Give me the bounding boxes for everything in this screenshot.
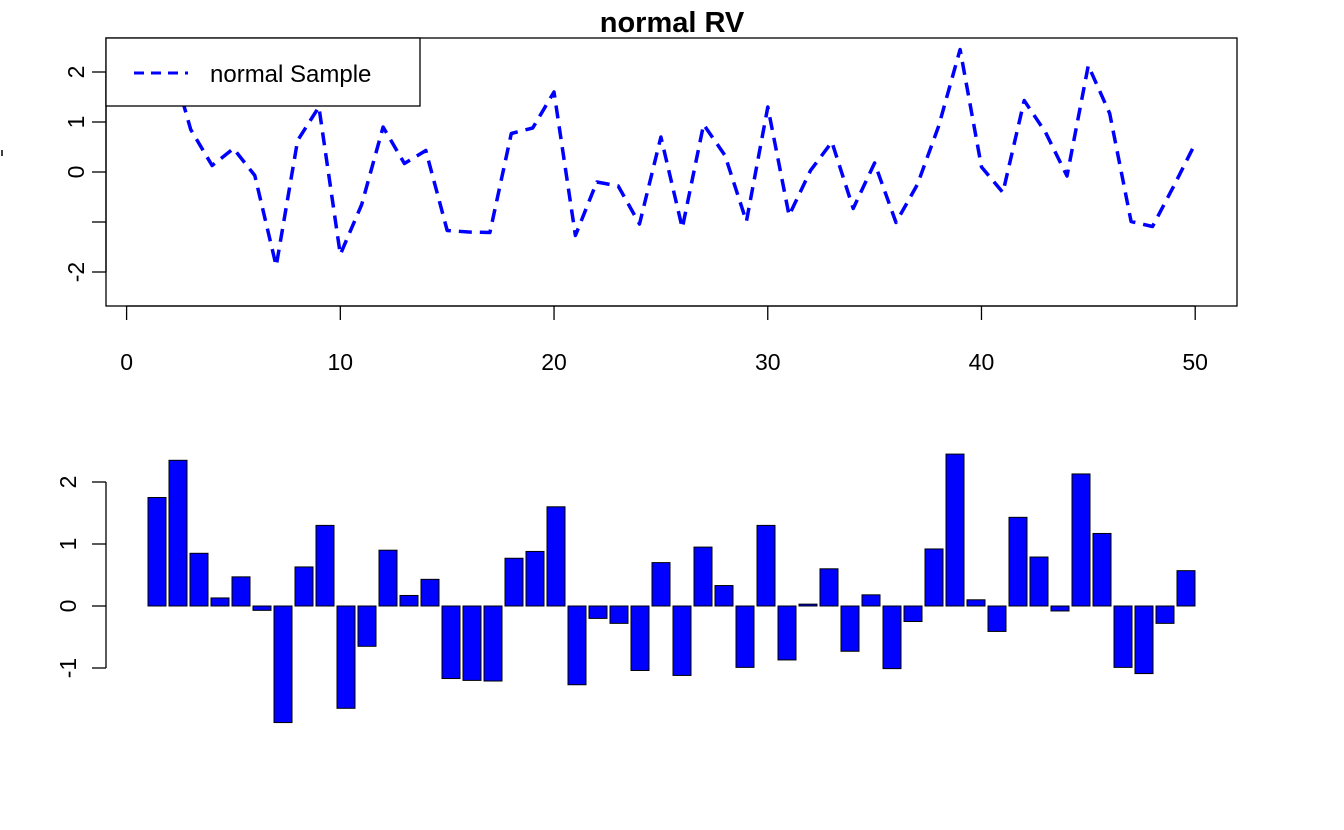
bar bbox=[1029, 556, 1049, 607]
y-axis: -1 0 1 2 bbox=[55, 476, 107, 678]
bar bbox=[1113, 605, 1133, 668]
y-tick-label: 0 bbox=[55, 600, 81, 613]
bar bbox=[861, 594, 881, 607]
bar bbox=[546, 506, 566, 607]
bar bbox=[315, 524, 335, 607]
bar bbox=[525, 550, 545, 607]
y-tick-label: 2 bbox=[63, 66, 89, 79]
bar bbox=[609, 605, 629, 624]
x-tick-label: 50 bbox=[1182, 349, 1208, 375]
bar bbox=[168, 459, 188, 607]
bar bbox=[336, 605, 356, 709]
x-tick-label: 40 bbox=[969, 349, 995, 375]
bar bbox=[756, 524, 776, 607]
bar bbox=[924, 548, 944, 607]
x-tick-label: 30 bbox=[755, 349, 781, 375]
bar-series bbox=[147, 453, 1196, 724]
bar bbox=[483, 605, 503, 682]
y-tick-label: 2 bbox=[55, 476, 81, 489]
bar bbox=[1071, 473, 1091, 607]
bar bbox=[1176, 570, 1196, 607]
y-tick-label: 1 bbox=[55, 538, 81, 551]
bar bbox=[462, 605, 482, 681]
legend: normal Sample bbox=[105, 37, 421, 107]
bar bbox=[567, 605, 587, 686]
bar bbox=[189, 552, 209, 607]
x-tick-label: 10 bbox=[328, 349, 354, 375]
bar bbox=[1134, 605, 1154, 675]
y-tick-label: -1 bbox=[55, 658, 81, 678]
line-series bbox=[146, 47, 1197, 268]
bar bbox=[987, 605, 1007, 632]
bar bbox=[273, 605, 293, 724]
x-tick-label: 20 bbox=[541, 349, 567, 375]
bar bbox=[966, 599, 986, 607]
bar bbox=[819, 568, 839, 607]
y-tick-label: 0 bbox=[63, 166, 89, 179]
bar bbox=[672, 605, 692, 676]
bar-chart-panel: -1 0 1 2 bbox=[55, 453, 1196, 724]
y-tick-label: 1 bbox=[63, 116, 89, 129]
bar bbox=[945, 453, 965, 607]
bar bbox=[840, 605, 860, 652]
bar bbox=[693, 546, 713, 607]
legend-label: normal Sample bbox=[210, 61, 371, 88]
bar bbox=[1050, 605, 1070, 612]
bar bbox=[1155, 605, 1175, 624]
bar bbox=[1092, 532, 1112, 607]
x-axis: 0 10 20 30 40 50 bbox=[120, 305, 1208, 375]
y-axis: -2 0 1 2 bbox=[63, 66, 107, 282]
bar bbox=[441, 605, 461, 680]
bar bbox=[588, 605, 608, 619]
bar bbox=[504, 557, 524, 607]
bar bbox=[294, 566, 314, 607]
bar bbox=[798, 603, 818, 607]
bar bbox=[357, 605, 377, 647]
bar bbox=[651, 562, 671, 607]
line-chart-panel: normal RV -2 0 1 2 0 10 20 30 40 50 normal Sampl… bbox=[1, 7, 1238, 375]
bar bbox=[420, 578, 440, 607]
bar bbox=[147, 497, 167, 607]
bar bbox=[777, 605, 797, 661]
bar bbox=[231, 576, 251, 607]
bar bbox=[210, 597, 230, 607]
bar bbox=[903, 605, 923, 622]
chart-title: normal RV bbox=[600, 7, 745, 39]
bar bbox=[735, 605, 755, 668]
bar bbox=[1008, 516, 1028, 607]
series-line bbox=[146, 47, 1197, 268]
bar bbox=[630, 605, 650, 671]
y-tick-label: -2 bbox=[63, 262, 89, 282]
bar bbox=[399, 594, 419, 607]
x-tick-label: 0 bbox=[120, 349, 133, 375]
bar bbox=[252, 605, 272, 611]
bar bbox=[882, 605, 902, 670]
bar bbox=[714, 585, 734, 607]
bar bbox=[378, 549, 398, 607]
